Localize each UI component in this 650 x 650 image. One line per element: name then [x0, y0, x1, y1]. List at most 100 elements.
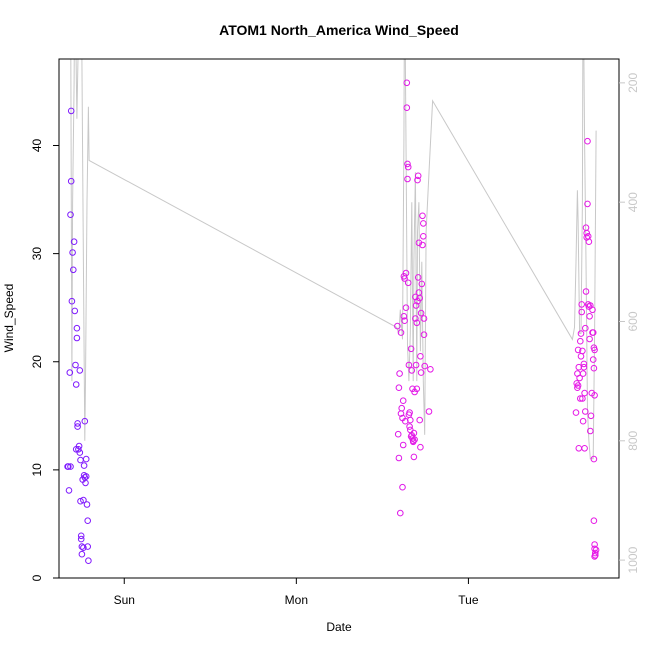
data-point	[417, 353, 424, 360]
data-point	[403, 104, 411, 111]
data-point	[394, 430, 402, 438]
data-point	[64, 463, 71, 470]
data-point	[414, 172, 422, 180]
data-point	[576, 374, 583, 382]
data-point	[584, 137, 591, 145]
data-point	[71, 307, 79, 315]
data-point	[85, 557, 92, 565]
data-point	[577, 337, 584, 345]
data-point	[406, 409, 413, 416]
data-point	[74, 423, 81, 430]
data-point	[590, 364, 598, 372]
data-point	[404, 279, 412, 287]
data-point	[407, 426, 414, 434]
data-point	[414, 176, 421, 184]
data-point	[67, 211, 74, 218]
data-point	[413, 385, 421, 393]
data-point	[579, 395, 586, 402]
data-point	[81, 417, 89, 425]
data-point	[577, 330, 585, 337]
data-point	[577, 395, 584, 402]
data-point	[577, 353, 585, 360]
data-point	[579, 417, 587, 425]
data-point	[82, 479, 89, 487]
data-point	[589, 306, 596, 314]
data-point	[399, 441, 407, 449]
data-point	[575, 445, 583, 452]
data-point	[77, 535, 85, 543]
x-tick-label: Sun	[114, 593, 135, 607]
data-point	[397, 509, 404, 517]
x-tick-label: Tue	[458, 593, 479, 607]
data-point	[580, 363, 588, 371]
data-point	[578, 301, 586, 308]
data-point	[420, 315, 428, 322]
data-point	[419, 241, 426, 249]
data-point	[405, 361, 413, 369]
data-point	[590, 517, 598, 525]
y2-tick-label: 1000	[626, 546, 640, 573]
data-point	[412, 302, 420, 309]
data-point	[420, 331, 428, 339]
data-point	[82, 473, 90, 480]
data-point	[590, 455, 598, 463]
data-point	[580, 360, 588, 368]
data-point	[404, 175, 411, 183]
data-point	[584, 200, 591, 208]
data-point	[67, 463, 74, 470]
data-point	[403, 79, 411, 87]
data-point	[589, 329, 597, 336]
data-point	[421, 362, 429, 370]
points-series-group	[64, 79, 600, 565]
data-point	[425, 408, 433, 415]
data-point	[407, 416, 414, 424]
data-point	[420, 220, 427, 227]
data-point	[74, 420, 81, 427]
data-point	[400, 313, 408, 320]
data-point	[574, 382, 582, 389]
data-point	[65, 487, 73, 494]
data-point	[586, 335, 593, 343]
data-point	[581, 445, 588, 452]
data-point	[396, 370, 403, 377]
y2-tick-label: 600	[626, 311, 640, 331]
data-point	[591, 545, 598, 553]
y2-tick-label: 400	[626, 192, 640, 212]
data-point	[572, 409, 580, 416]
data-point	[413, 319, 421, 327]
series-line	[70, 59, 597, 460]
data-point	[399, 483, 406, 491]
data-point	[579, 347, 586, 355]
data-point	[592, 549, 599, 557]
data-point	[417, 369, 425, 376]
data-point	[84, 517, 91, 525]
data-point	[406, 423, 413, 430]
data-point	[70, 238, 78, 245]
data-point	[82, 455, 90, 463]
data-point	[80, 496, 87, 504]
data-point	[404, 160, 411, 168]
data-point	[407, 345, 415, 353]
data-point	[399, 397, 407, 405]
x-axis-label: Date	[326, 620, 352, 634]
y-tick-label: 20	[30, 355, 44, 369]
data-point	[76, 449, 84, 456]
axes-group: 0 10 20 30 40 200 400 600 800 1000 Sun Mon Tue	[30, 58, 640, 607]
data-point	[415, 239, 423, 247]
data-point	[395, 454, 403, 462]
y-tick-label: 0	[30, 574, 44, 581]
data-point	[581, 389, 588, 397]
data-point	[417, 309, 425, 317]
data-point	[574, 346, 582, 354]
data-point	[397, 329, 405, 336]
data-point	[591, 392, 598, 399]
data-point	[73, 324, 81, 332]
data-point	[70, 266, 77, 274]
data-point	[412, 361, 420, 369]
data-point	[68, 297, 76, 305]
data-point	[582, 288, 590, 295]
data-point	[75, 446, 82, 453]
line-series-group	[70, 59, 597, 460]
